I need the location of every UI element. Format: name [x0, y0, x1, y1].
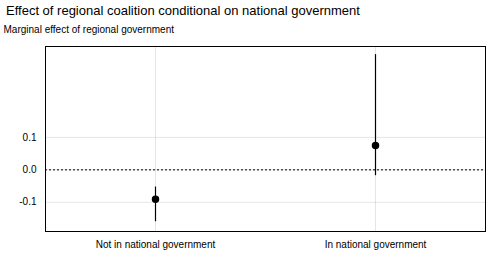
svg-text:Marginal effect of regional go: Marginal effect of regional government: [4, 24, 175, 35]
svg-text:In national government: In national government: [325, 239, 427, 250]
html-text:Effect of regional coalition c: Effect of regional coalition conditional…: [6, 3, 360, 18]
svg-text:-0.1: -0.1: [19, 196, 37, 207]
svg-text:Not in national government: Not in national government: [96, 239, 216, 250]
svg-text:0.1: 0.1: [23, 132, 37, 143]
svg-text:0.0: 0.0: [23, 164, 37, 175]
